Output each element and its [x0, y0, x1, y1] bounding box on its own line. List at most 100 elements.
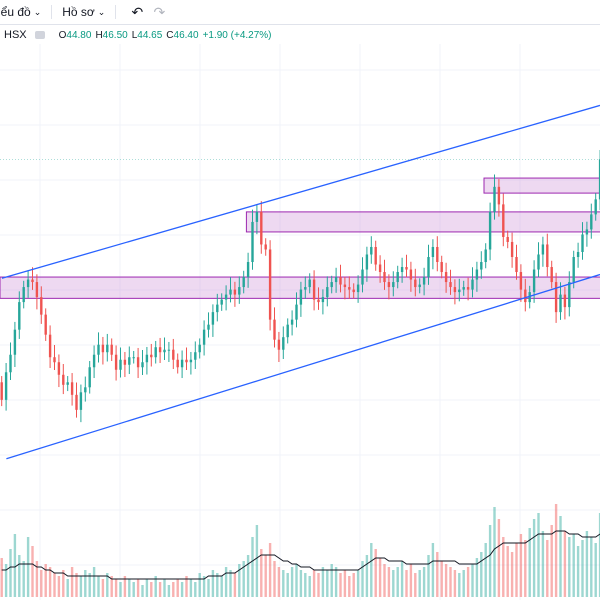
volume-bar — [238, 564, 241, 597]
volume-bar — [290, 567, 294, 597]
candle-body — [563, 294, 567, 308]
candle-body — [273, 319, 276, 340]
candle-body — [484, 249, 487, 263]
volume-bar — [317, 573, 320, 597]
candle-body — [211, 312, 215, 325]
candle-body — [35, 282, 39, 298]
candle-body — [172, 349, 175, 360]
candle-body — [22, 287, 25, 303]
candle-body — [114, 354, 118, 370]
volume-bar — [75, 573, 78, 597]
candle-body — [497, 186, 501, 205]
candle-body — [185, 359, 188, 363]
candle-body — [62, 374, 65, 385]
volume-bar — [145, 579, 149, 597]
candle-body — [224, 294, 228, 300]
candle-body — [502, 204, 505, 237]
volume-bar — [268, 543, 272, 597]
candle-body — [519, 272, 523, 290]
volume-bar — [119, 582, 122, 597]
high-value: 46.50 — [102, 29, 128, 41]
volume-bar — [0, 558, 3, 597]
candle-body — [0, 382, 3, 400]
candle-body — [427, 257, 430, 278]
candle-body — [537, 254, 540, 270]
candle-body — [70, 382, 74, 395]
candle-body — [304, 287, 307, 290]
candle-body — [128, 357, 131, 365]
volume-bar — [202, 576, 206, 597]
volume-bar — [246, 555, 250, 597]
volume-bar — [449, 567, 452, 597]
candle-body — [352, 289, 355, 293]
volume-bar — [559, 516, 562, 597]
volume-bar — [475, 558, 479, 597]
candle-body — [110, 344, 113, 355]
volume-bar — [176, 579, 179, 597]
volume-bar — [48, 567, 52, 597]
candle-body — [312, 279, 316, 300]
volume-bar — [519, 534, 523, 597]
candle-body — [167, 349, 171, 351]
candle-body — [13, 329, 17, 355]
volume-bar — [44, 564, 47, 597]
candle-body — [321, 297, 325, 303]
candle-body — [207, 324, 210, 330]
candle-body — [158, 347, 162, 353]
candle-body — [532, 269, 536, 293]
close-value: 46.40 — [173, 29, 199, 41]
candle-body — [295, 304, 298, 320]
high-key: H — [95, 29, 103, 41]
volume-bar — [378, 558, 382, 597]
volume-bar — [541, 531, 545, 597]
candle-body — [418, 284, 421, 288]
volume-bar — [528, 528, 531, 597]
volume-bar — [418, 570, 421, 597]
candle-body — [251, 221, 254, 263]
candle-body — [48, 334, 52, 358]
visibility-toggle-icon[interactable] — [34, 31, 45, 39]
chevron-down-icon: ⌄ — [33, 6, 42, 17]
candle-body — [576, 251, 580, 257]
volume-bar — [242, 561, 245, 597]
volume-bar — [458, 573, 461, 597]
volume-bar — [40, 570, 43, 597]
candle-body — [378, 264, 382, 273]
candle-body — [88, 367, 91, 388]
candle-body — [471, 279, 474, 290]
undo-icon[interactable]: ↶ — [131, 3, 144, 20]
low-key: L — [131, 29, 138, 41]
candle-body — [466, 287, 470, 290]
volume-bar — [387, 567, 391, 597]
volume-bar — [431, 543, 435, 597]
candle-body — [383, 272, 386, 283]
redo-icon[interactable]: ↷ — [153, 3, 166, 20]
volume-bar — [572, 534, 575, 597]
volume-bar — [295, 564, 298, 597]
profile-menu[interactable]: Hồ sơ ⌄ — [62, 5, 105, 19]
candle-body — [458, 289, 461, 293]
volume-bar — [154, 576, 157, 597]
candle-body — [528, 292, 531, 303]
profile-menu-label: Hồ sơ — [62, 5, 95, 19]
volume-bar — [229, 570, 232, 597]
volume-bar — [480, 552, 483, 597]
volume-bar — [484, 543, 487, 597]
volume-bar — [282, 570, 285, 597]
candle-body — [559, 294, 562, 313]
volume-bar — [590, 537, 593, 597]
chart-menu[interactable]: iểu đồ ⌄ — [0, 5, 41, 19]
volume-bar — [70, 567, 74, 597]
candle-body — [356, 284, 360, 293]
volume-bar — [488, 525, 492, 597]
volume-bar — [273, 561, 276, 597]
open-value: 44.80 — [66, 29, 92, 41]
volume-bar — [321, 567, 325, 597]
volume-bar — [101, 579, 105, 597]
volume-bar — [158, 582, 162, 597]
volume-bar — [251, 537, 254, 597]
volume-bar — [255, 525, 259, 597]
volume-bar — [194, 582, 197, 597]
candle-body — [242, 277, 245, 288]
